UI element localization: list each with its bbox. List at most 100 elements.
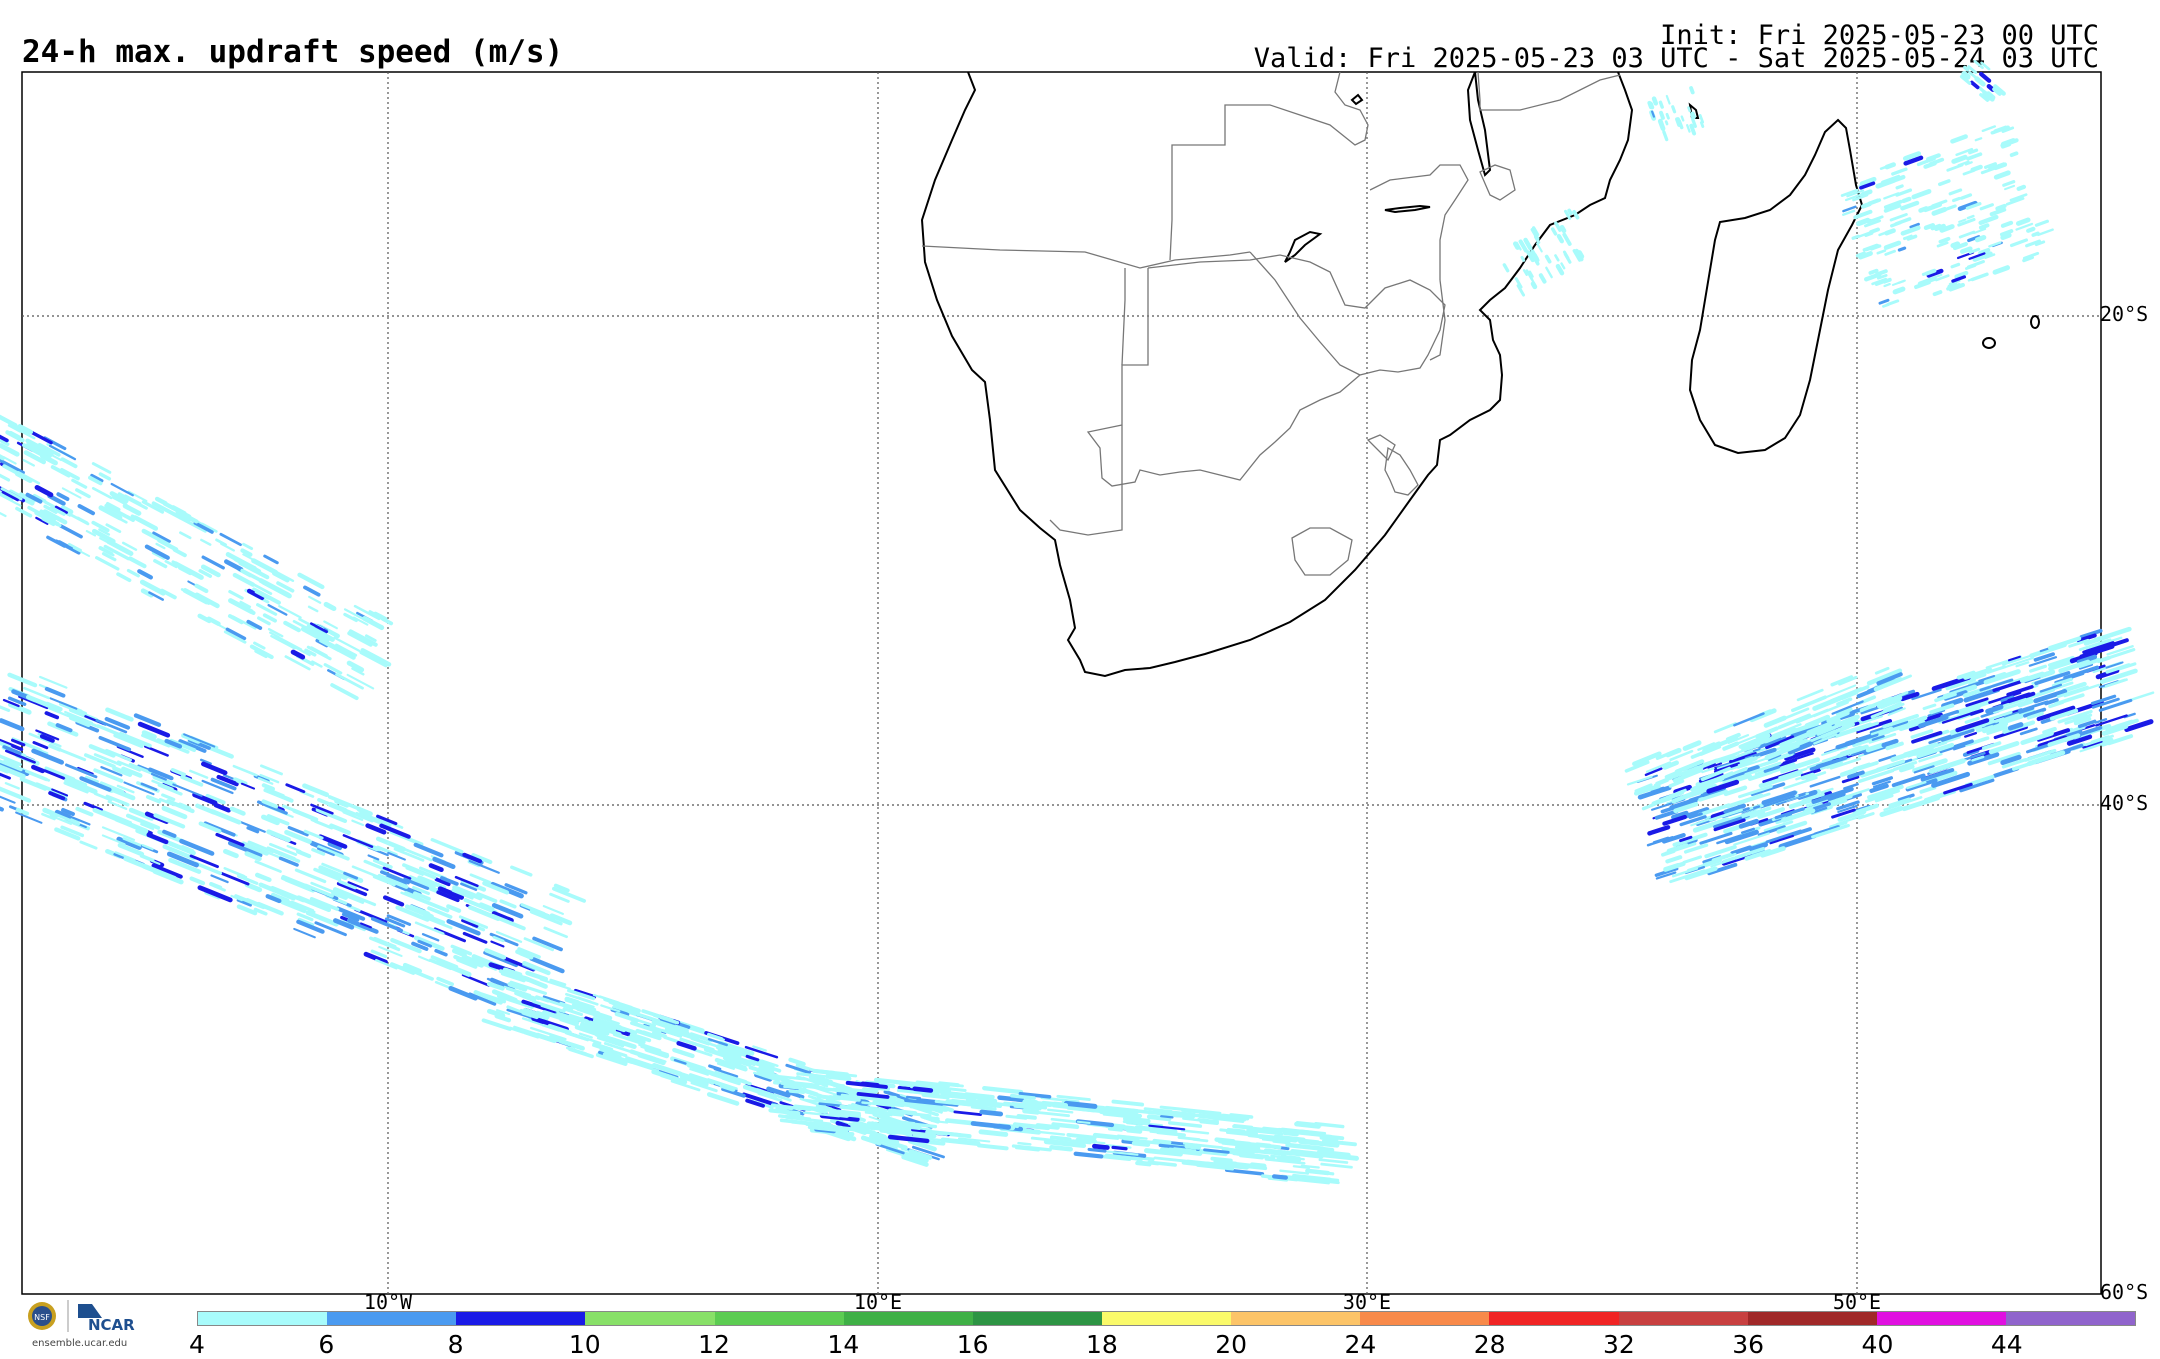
updraft-streak	[785, 1090, 805, 1099]
updraft-streak	[1950, 241, 1961, 249]
updraft-streak	[1153, 1108, 1197, 1118]
updraft-streak	[756, 1088, 792, 1102]
updraft-streak	[1232, 1124, 1273, 1132]
updraft-streak	[310, 818, 331, 829]
updraft-streak	[267, 627, 284, 638]
updraft-streak	[98, 546, 115, 557]
updraft-streak	[1812, 696, 1842, 711]
updraft-streak	[387, 851, 406, 861]
updraft-streak	[27, 505, 52, 521]
updraft-streak	[912, 1086, 934, 1093]
updraft-streak	[1912, 758, 1948, 774]
updraft-streak	[189, 769, 209, 779]
updraft-streak	[1987, 751, 2021, 766]
updraft-streak	[1972, 251, 1993, 262]
updraft-streak	[15, 807, 30, 816]
updraft-streak	[260, 764, 283, 776]
updraft-streak	[2047, 733, 2081, 747]
updraft-streak	[296, 919, 325, 934]
updraft-streak	[1111, 1154, 1143, 1162]
updraft-streak	[111, 496, 128, 506]
updraft-streak	[901, 1154, 929, 1167]
updraft-streak	[861, 1101, 895, 1108]
updraft-streak	[1645, 761, 1672, 773]
updraft-streak	[1705, 741, 1722, 751]
updraft-streak	[1713, 722, 1738, 734]
updraft-streak	[1911, 730, 1943, 744]
updraft-streak	[1840, 188, 1859, 197]
updraft-streak	[1846, 189, 1865, 198]
updraft-streak	[151, 551, 166, 560]
updraft-streak	[2026, 226, 2036, 233]
updraft-streak	[690, 1081, 718, 1093]
updraft-streak	[1967, 751, 2000, 766]
updraft-streak	[1203, 1161, 1234, 1169]
updraft-streak	[1934, 692, 1957, 703]
updraft-streak	[770, 1103, 812, 1112]
updraft-streak	[422, 915, 453, 930]
updraft-streak	[1673, 784, 1693, 795]
updraft-streak	[1871, 277, 1888, 286]
updraft-streak	[1690, 111, 1696, 120]
updraft-streak	[294, 868, 327, 884]
updraft-streak	[31, 748, 64, 765]
updraft-streak	[1950, 262, 1961, 269]
updraft-streak	[229, 806, 246, 816]
updraft-streak	[1697, 803, 1731, 817]
updraft-streak	[625, 1056, 655, 1069]
updraft-streak	[434, 948, 448, 957]
updraft-streak	[18, 695, 49, 710]
updraft-streak	[434, 877, 451, 887]
updraft-streak	[614, 1011, 639, 1023]
updraft-streak	[1978, 674, 1996, 682]
updraft-streak	[813, 1120, 832, 1127]
updraft-streak	[11, 738, 26, 747]
updraft-streak	[1280, 1174, 1322, 1181]
updraft-streak	[1303, 1140, 1332, 1146]
updraft-streak	[198, 821, 222, 834]
updraft-streak	[150, 772, 167, 781]
updraft-streak	[1901, 196, 1912, 204]
updraft-streak	[261, 814, 280, 826]
updraft-streak	[100, 766, 123, 777]
updraft-streak	[408, 875, 436, 889]
updraft-streak	[284, 655, 311, 671]
updraft-streak	[945, 1118, 978, 1126]
updraft-streak	[315, 807, 348, 823]
updraft-streak	[1891, 702, 1905, 710]
updraft-streak	[1867, 784, 1904, 800]
updraft-streak	[1866, 668, 1903, 686]
updraft-streak	[298, 617, 318, 630]
updraft-streak	[413, 935, 445, 951]
updraft-streak	[2107, 734, 2134, 746]
updraft-streak	[1833, 722, 1873, 739]
updraft-streak	[1699, 831, 1733, 845]
updraft-streak	[2009, 193, 2028, 202]
updraft-streak	[2076, 633, 2097, 643]
updraft-streak	[333, 918, 355, 930]
updraft-streak	[523, 937, 555, 952]
updraft-streak	[1536, 242, 1543, 253]
updraft-streak	[489, 977, 515, 991]
updraft-streak	[0, 459, 25, 475]
updraft-streak	[2019, 727, 2038, 736]
updraft-streak	[2094, 718, 2108, 724]
updraft-streak	[1948, 279, 1961, 286]
updraft-streak	[2000, 232, 2012, 241]
updraft-streak	[977, 1143, 1009, 1151]
updraft-streak	[228, 590, 244, 600]
updraft-streak	[244, 851, 262, 862]
updraft-streak	[1965, 697, 1989, 707]
updraft-streak	[1687, 758, 1719, 774]
updraft-streak	[35, 516, 49, 525]
updraft-streak	[347, 881, 369, 891]
updraft-streak	[1292, 1165, 1311, 1169]
updraft-streak	[1122, 1120, 1164, 1127]
updraft-streak	[413, 891, 431, 901]
updraft-streak	[1701, 767, 1715, 774]
updraft-streak	[1071, 1139, 1092, 1145]
updraft-streak	[60, 825, 85, 838]
updraft-streak	[1180, 1129, 1210, 1135]
updraft-streak	[201, 555, 225, 570]
updraft-streak	[1844, 193, 1863, 202]
